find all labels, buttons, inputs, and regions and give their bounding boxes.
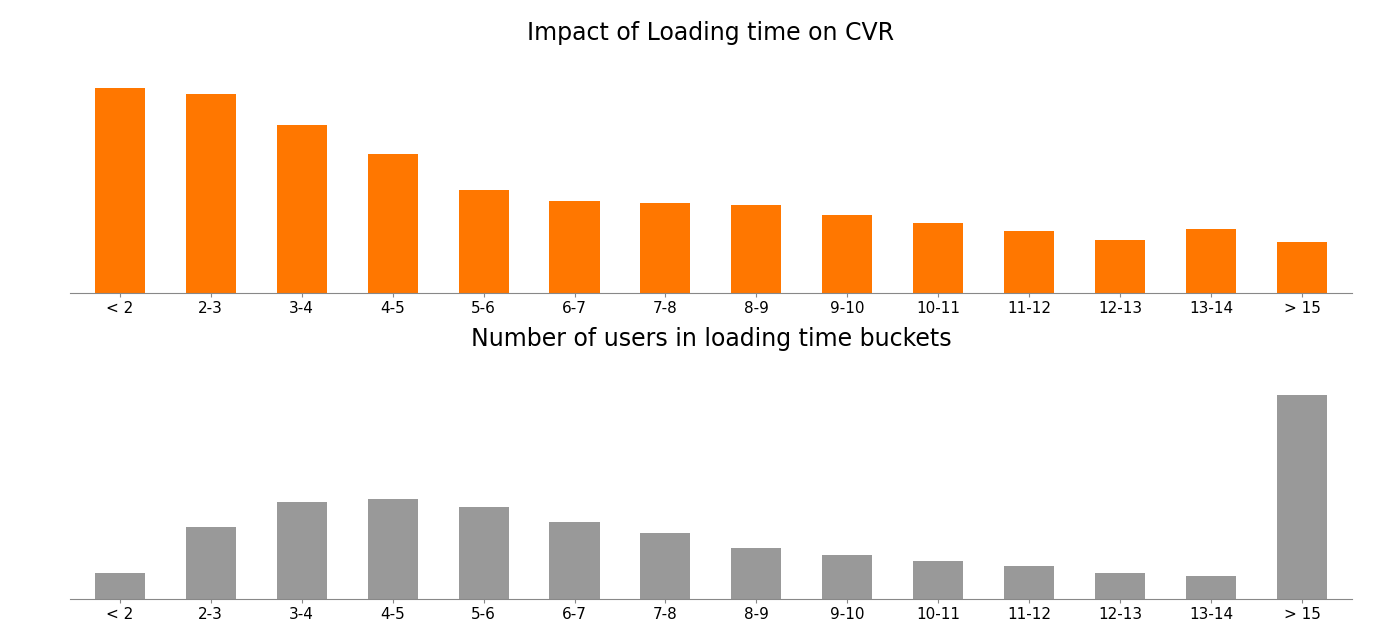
Bar	[732, 205, 782, 293]
Bar	[549, 522, 599, 599]
Bar	[640, 203, 690, 293]
Bar	[1004, 566, 1054, 599]
Bar	[276, 502, 326, 599]
Bar	[732, 548, 782, 599]
Bar	[459, 190, 509, 293]
Bar	[1004, 231, 1054, 293]
Bar	[185, 94, 236, 293]
Bar	[459, 507, 509, 599]
Bar	[549, 201, 599, 293]
Bar	[368, 154, 418, 293]
Bar	[640, 533, 690, 599]
Bar	[95, 88, 145, 293]
Bar	[1186, 229, 1236, 293]
Bar	[822, 215, 873, 293]
Bar	[95, 573, 145, 599]
Bar	[276, 125, 326, 293]
Bar	[1277, 241, 1327, 293]
Bar	[913, 224, 963, 293]
Bar	[185, 527, 236, 599]
Bar	[1277, 395, 1327, 599]
Bar	[1186, 576, 1236, 599]
Title: Number of users in loading time buckets: Number of users in loading time buckets	[471, 327, 951, 350]
Bar	[822, 555, 873, 599]
Bar	[368, 499, 418, 599]
Bar	[913, 561, 963, 599]
Title: Impact of Loading time on CVR: Impact of Loading time on CVR	[527, 21, 895, 45]
Bar	[1096, 240, 1146, 293]
Bar	[1096, 573, 1146, 599]
